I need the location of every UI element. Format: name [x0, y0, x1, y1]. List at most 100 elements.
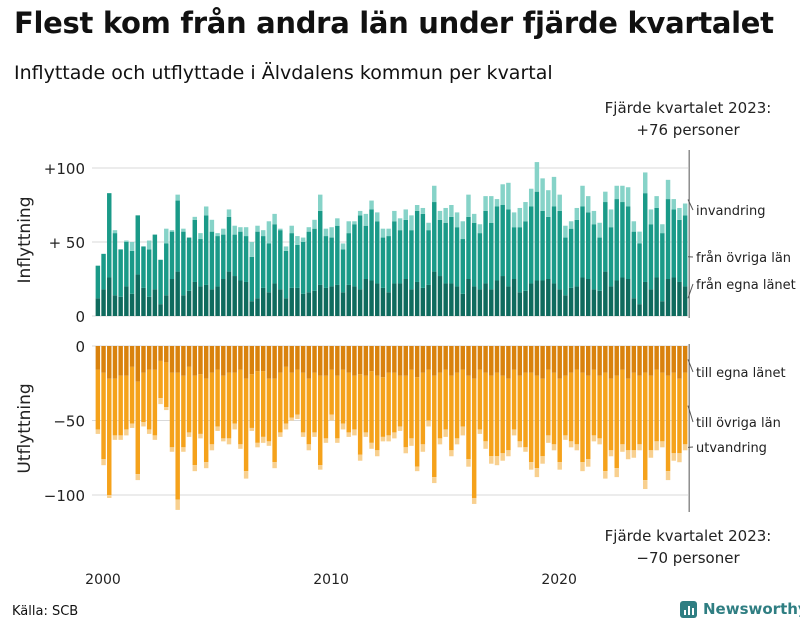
bar-in-own [158, 304, 163, 316]
bar-in-immigration [255, 225, 260, 232]
bar-in-own [597, 290, 602, 316]
bar-in-own [386, 292, 391, 316]
bar-in-own [335, 284, 340, 316]
bar-out-emigration [677, 453, 682, 463]
bar-out-other [306, 378, 312, 445]
bar-in-other [506, 209, 511, 287]
bar-in-immigration [209, 219, 215, 232]
bar-out-emigration [266, 441, 272, 446]
bar-out-emigration [118, 435, 123, 440]
bar-in-other [540, 210, 545, 281]
bar-out-emigration [318, 465, 323, 470]
bar-out-own [192, 346, 198, 376]
bar-out-own [181, 346, 186, 376]
bar-in-own [146, 296, 152, 316]
bar-out-own [101, 346, 106, 373]
bar-in-own [255, 298, 260, 316]
bar-out-other [397, 375, 403, 427]
bar-in-other [471, 222, 477, 287]
bar-in-own [591, 289, 597, 316]
bar-in-other [597, 237, 602, 291]
bar-out-own [506, 346, 511, 379]
bar-in-immigration [397, 218, 403, 231]
bar-in-immigration [175, 194, 180, 201]
bar-in-own [283, 298, 289, 316]
bar-in-other [426, 230, 431, 285]
bar-in-other [665, 199, 671, 279]
bar-in-other [175, 200, 180, 272]
bar-in-own [437, 276, 443, 316]
bar-in-other [278, 230, 283, 290]
bar-out-own [534, 346, 540, 376]
bar-in-own [426, 284, 431, 316]
bar-in-immigration [454, 212, 460, 228]
bar-out-emigration [603, 471, 608, 479]
bar-out-own [591, 346, 597, 370]
bar-out-other [249, 374, 255, 428]
bar-out-other [266, 378, 272, 442]
bar-out-emigration [181, 447, 186, 452]
bar-out-other [489, 375, 494, 457]
bar-in-other [158, 259, 163, 305]
bar-out-emigration [471, 497, 477, 504]
bar-out-emigration [329, 414, 334, 421]
bar-out-emigration [386, 435, 391, 442]
bar-in-immigration [414, 205, 420, 211]
bar-out-other [340, 369, 346, 424]
bar-in-other [483, 210, 488, 284]
bar-in-immigration [164, 228, 169, 244]
bar-out-other [112, 378, 118, 436]
bar-in-own [397, 283, 403, 316]
bar-in-other [568, 228, 574, 288]
bar-out-other [312, 372, 317, 433]
bar-out-emigration [625, 450, 631, 460]
bar-in-own [409, 289, 414, 316]
bar-out-other [517, 375, 523, 442]
bar-out-emigration [380, 436, 386, 442]
bar-out-other [392, 372, 397, 433]
bar-out-other [386, 372, 391, 436]
bar-in-own [540, 280, 545, 316]
bar-out-emigration [260, 436, 266, 443]
bar-out-other [671, 372, 676, 454]
bar-in-immigration [494, 199, 500, 207]
bar-out-emigration [101, 459, 106, 466]
legend-label-top: från egna länet [696, 278, 796, 293]
bar-in-other [489, 222, 494, 290]
bar-in-other [500, 205, 505, 277]
bar-in-own [620, 277, 625, 316]
bar-out-own [414, 346, 420, 378]
bar-in-own [585, 279, 591, 316]
bar-in-other [682, 215, 688, 287]
bar-in-own [124, 286, 129, 316]
bar-in-other [449, 216, 454, 284]
bar-out-own [608, 346, 614, 379]
bar-out-emigration [152, 435, 158, 440]
bar-in-immigration [648, 209, 654, 225]
bar-in-immigration [660, 224, 665, 234]
bar-in-immigration [540, 178, 545, 211]
bar-out-other [369, 371, 374, 443]
bar-in-own [169, 279, 175, 316]
bar-out-other [426, 369, 431, 421]
bar-in-immigration [460, 221, 465, 240]
bar-out-emigration [420, 444, 426, 452]
bar-in-own [523, 290, 528, 316]
bar-in-other [232, 234, 237, 277]
bar-out-emigration [648, 450, 654, 458]
brand-logo[interactable]: Newsworthy [680, 600, 800, 618]
bar-out-own [660, 346, 665, 373]
bar-in-own [625, 279, 631, 316]
bar-out-other [580, 372, 585, 463]
bar-out-other [409, 369, 414, 439]
bar-out-other [215, 369, 220, 427]
bar-out-other [352, 375, 357, 430]
bar-out-emigration [620, 444, 625, 452]
bar-in-other [186, 237, 192, 291]
bar-out-emigration [574, 444, 580, 451]
bar-in-immigration [243, 227, 249, 237]
bar-out-emigration [432, 477, 437, 484]
bar-out-other [648, 375, 654, 451]
bar-in-own [414, 281, 420, 316]
bar-out-other [454, 372, 460, 439]
